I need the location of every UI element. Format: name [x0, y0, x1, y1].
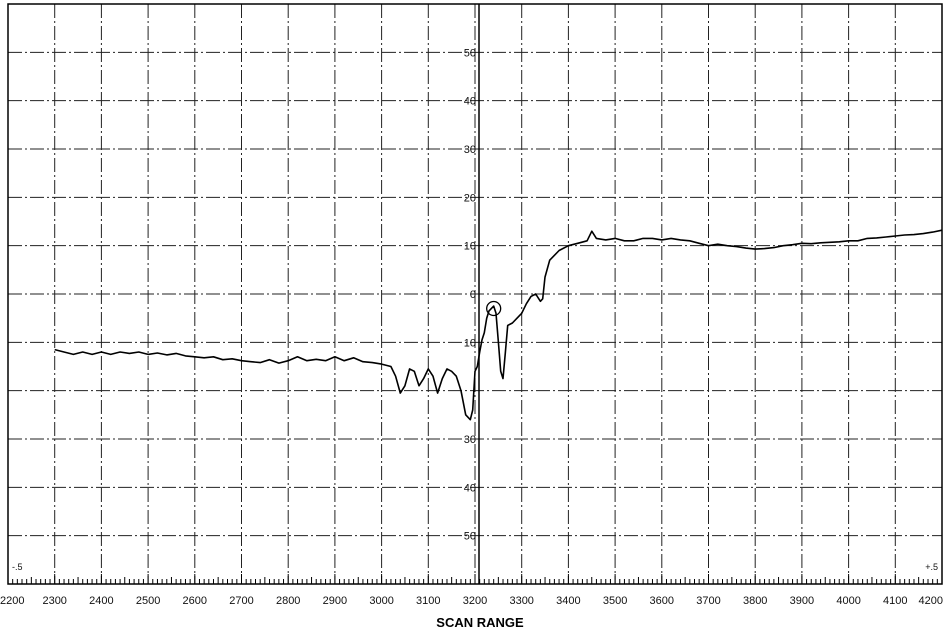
x-tick-label: 3400 — [556, 595, 580, 607]
x-tick-label: 3000 — [369, 595, 393, 607]
y-tick-label: 10 — [464, 337, 476, 349]
x-tick-label: 4100 — [883, 595, 907, 607]
x-tick-label: 3600 — [650, 595, 674, 607]
y-tick-label: 30 — [464, 144, 476, 156]
x-tick-label: 2200 — [0, 595, 24, 607]
x-tick-label: 4200 — [919, 595, 943, 607]
x-tick-label: 3900 — [790, 595, 814, 607]
marker-layer — [486, 300, 502, 317]
y-tick-label: 50 — [464, 47, 476, 59]
y-tick-label: 30 — [464, 434, 476, 446]
x-tick-label: 3300 — [509, 595, 533, 607]
x-tick-label: 3100 — [416, 595, 440, 607]
x-tick-label: 3200 — [463, 595, 487, 607]
corner-label-left: -.5 — [12, 562, 23, 572]
x-tick-label: 2600 — [183, 595, 207, 607]
series-line — [54, 229, 943, 421]
x-tick-label: 3500 — [603, 595, 627, 607]
y-tick-label: 10 — [464, 241, 476, 253]
marker-circle — [486, 300, 502, 317]
x-tick-label: 3700 — [696, 595, 720, 607]
y-tick-label: 0 — [470, 289, 476, 301]
series-layer — [54, 229, 943, 421]
x-axis-label: SCAN RANGE — [436, 615, 524, 630]
x-tick-label: 2300 — [42, 595, 66, 607]
y-tick-label: 20 — [464, 192, 476, 204]
y-tick-label: 40 — [464, 482, 476, 494]
x-tick-label: 2700 — [229, 595, 253, 607]
x-tick-label: 2800 — [276, 595, 300, 607]
x-tick-label: 4000 — [836, 595, 860, 607]
plot-frame — [7, 3, 943, 585]
x-tick-label: 2900 — [323, 595, 347, 607]
y-tick-labels: 50 40 30 20 10 0 10 30 40 50 — [464, 47, 476, 542]
corner-label-right: +.5 — [925, 562, 938, 572]
x-tick-labels: 2200 2300 2400 2500 2600 2700 2800 2900 3000 3100… — [0, 595, 943, 607]
grid — [7, 4, 943, 584]
x-tick-label: 2500 — [136, 595, 160, 607]
x-tick-label: 3800 — [743, 595, 767, 607]
x-tick-label: 2400 — [89, 595, 113, 607]
y-tick-label: 50 — [464, 531, 476, 543]
y-tick-label: 40 — [464, 96, 476, 108]
